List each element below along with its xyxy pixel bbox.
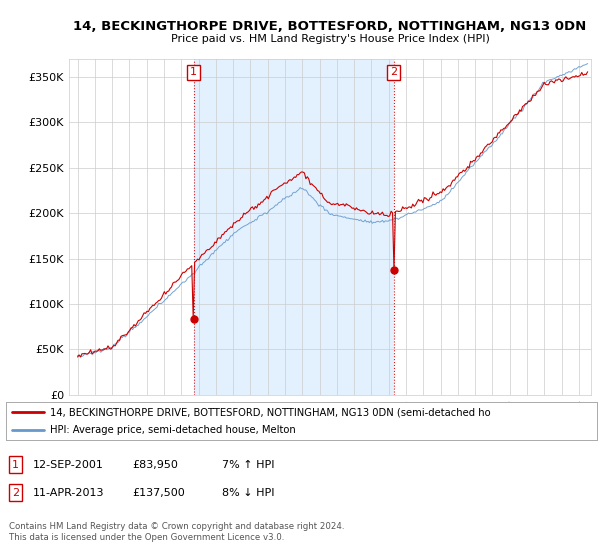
Text: 14, BECKINGTHORPE DRIVE, BOTTESFORD, NOTTINGHAM, NG13 0DN: 14, BECKINGTHORPE DRIVE, BOTTESFORD, NOT…: [73, 20, 587, 32]
Bar: [194, 59, 394, 395]
Text: £137,500: £137,500: [132, 488, 185, 498]
Text: Contains HM Land Registry data © Crown copyright and database right 2024.: Contains HM Land Registry data © Crown c…: [9, 522, 344, 531]
Text: 1: 1: [190, 67, 197, 77]
Text: Price paid vs. HM Land Registry's House Price Index (HPI): Price paid vs. HM Land Registry's House …: [170, 34, 490, 44]
Text: 2: 2: [12, 488, 19, 498]
Text: 12-SEP-2001: 12-SEP-2001: [33, 460, 104, 470]
Text: 7% ↑ HPI: 7% ↑ HPI: [222, 460, 275, 470]
Text: 11-APR-2013: 11-APR-2013: [33, 488, 104, 498]
Text: 14, BECKINGTHORPE DRIVE, BOTTESFORD, NOTTINGHAM, NG13 0DN (semi-detached ho: 14, BECKINGTHORPE DRIVE, BOTTESFORD, NOT…: [50, 407, 491, 417]
Text: 2: 2: [390, 67, 397, 77]
Text: 8% ↓ HPI: 8% ↓ HPI: [222, 488, 275, 498]
Text: This data is licensed under the Open Government Licence v3.0.: This data is licensed under the Open Gov…: [9, 533, 284, 542]
Text: 1: 1: [12, 460, 19, 470]
Text: £83,950: £83,950: [132, 460, 178, 470]
Text: HPI: Average price, semi-detached house, Melton: HPI: Average price, semi-detached house,…: [50, 425, 296, 435]
